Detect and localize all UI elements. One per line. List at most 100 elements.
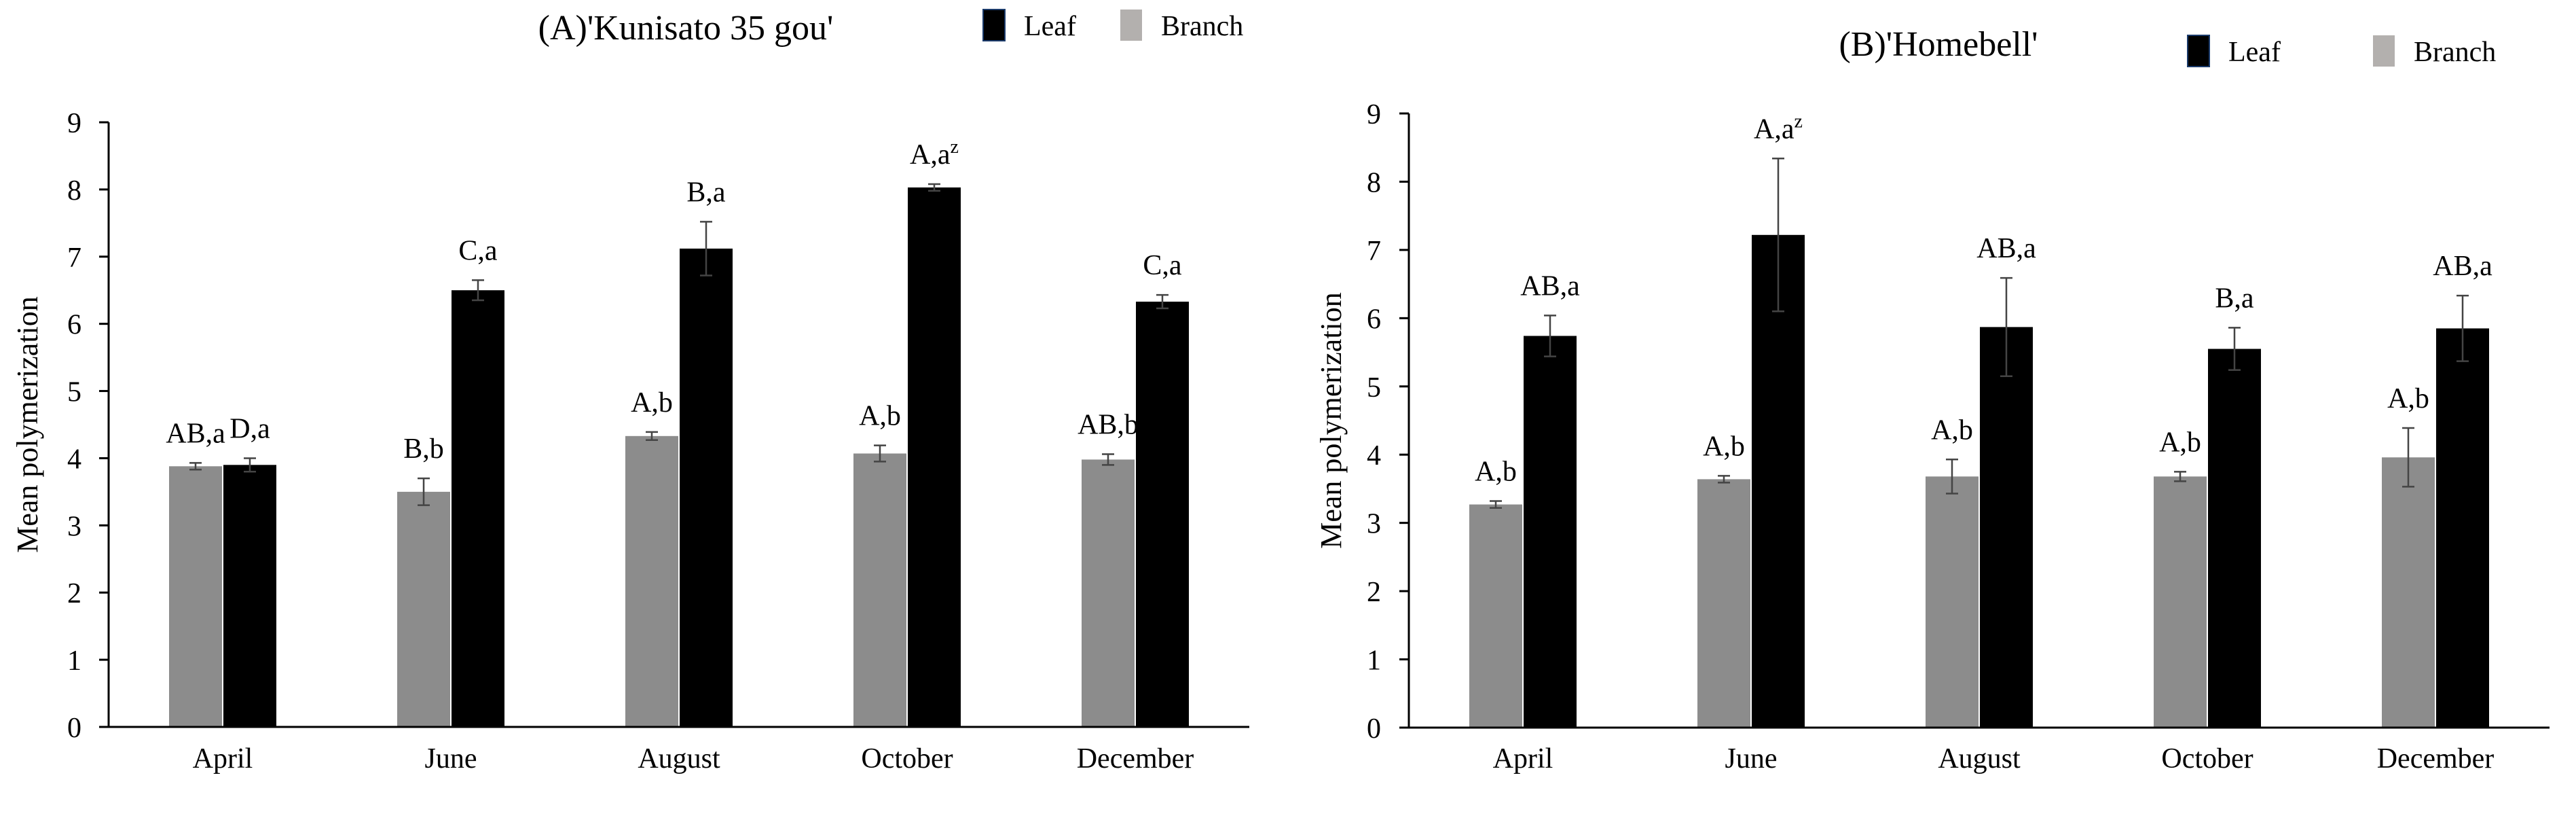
significance-label-text: B,a: [2215, 283, 2254, 314]
leaf-bar: [1980, 327, 2033, 728]
legend-swatch-branch: [1120, 10, 1142, 41]
significance-label-text: B,a: [686, 177, 726, 208]
y-tick-label: 1: [67, 645, 81, 677]
x-tick-label: October: [861, 743, 953, 774]
y-tick-label: 7: [1367, 236, 1381, 267]
legend-label-branch: Branch: [1161, 11, 1243, 42]
x-tick-label: December: [1077, 743, 1194, 774]
y-tick-label: 9: [1367, 99, 1381, 130]
significance-label: A,b: [859, 401, 901, 432]
significance-label-text: A,b: [2159, 427, 2201, 458]
branch-bar: [397, 491, 450, 727]
leaf-bar: [223, 465, 276, 727]
branch-bar: [853, 453, 906, 727]
y-tick-label: 3: [67, 511, 81, 542]
branch-bar: [1469, 504, 1522, 728]
chart-a: (A)'Kunisato 35 gou' 0 1 2 3 4 5 6 7 8 9 Mean polym…: [11, 9, 1249, 774]
chart-title: (B)'Homebell': [1839, 25, 2038, 64]
x-tick-label: June: [425, 743, 477, 774]
legend-swatch-leaf: [982, 9, 1006, 41]
x-tick-label: April: [1493, 743, 1553, 774]
leaf-bar: [2436, 328, 2489, 728]
significance-label: AB,a: [1520, 270, 1580, 302]
significance-label: B,a: [2215, 283, 2254, 314]
significance-label: AB,a: [166, 418, 225, 449]
x-tick-label: April: [193, 743, 253, 774]
significance-label: A,b: [1703, 431, 1745, 462]
significance-label: B,b: [403, 433, 444, 465]
y-tick-label: 2: [1367, 577, 1381, 608]
y-tick-label: 7: [67, 243, 81, 274]
x-tick-label: December: [2377, 743, 2495, 774]
y-tick-label: 6: [67, 310, 81, 341]
branch-bar: [169, 466, 222, 727]
y-tick-label: 3: [1367, 509, 1381, 540]
significance-label: A,b: [2159, 427, 2201, 458]
y-tick-label: 6: [1367, 304, 1381, 335]
branch-bar: [1082, 459, 1135, 727]
significance-label: AB,b: [1078, 410, 1139, 441]
significance-label-text: D,a: [229, 413, 270, 444]
branch-bar: [2382, 457, 2435, 728]
y-axis-label: Mean polymerization: [11, 296, 44, 553]
significance-label: A,b: [2387, 383, 2429, 414]
branch-bar: [1697, 479, 1750, 728]
significance-label-text: C,a: [1143, 250, 1182, 281]
significance-label-text: A,b: [1475, 457, 1517, 488]
significance-label-text: A,b: [1931, 414, 1973, 446]
chart-b: (B)'Homebell' 0 1 2 3 4 5 6 7 8 9 Mean polymerizati…: [1314, 25, 2550, 774]
significance-label: AB,a: [1976, 233, 2036, 264]
significance-label: D,a: [229, 413, 270, 444]
legend-label-leaf: Leaf: [2228, 37, 2281, 68]
significance-label-text: A,b: [1703, 431, 1745, 462]
significance-label-text: C,a: [458, 235, 498, 266]
significance-label: A,b: [1475, 457, 1517, 488]
significance-superscript: z: [951, 137, 959, 158]
y-tick-label: 9: [67, 108, 81, 139]
legend-label-leaf: Leaf: [1024, 11, 1076, 42]
significance-label-text: A,a: [910, 139, 951, 171]
significance-label-text: A,b: [2387, 383, 2429, 414]
significance-label: A,az: [910, 137, 959, 171]
significance-label-text: AB,b: [1078, 410, 1139, 441]
y-tick-label: 0: [67, 713, 81, 744]
y-axis-label: Mean polymerization: [1314, 292, 1348, 549]
leaf-bar: [1524, 336, 1577, 728]
x-tick-label: October: [2161, 743, 2253, 774]
significance-label-text: AB,a: [166, 418, 225, 449]
significance-label-text: AB,a: [1976, 233, 2036, 264]
y-tick-label: 5: [1367, 372, 1381, 404]
leaf-bar: [452, 290, 504, 727]
significance-label-text: A,b: [859, 401, 901, 432]
y-tick-label: 8: [67, 175, 81, 207]
y-tick-label: 2: [67, 578, 81, 609]
significance-label-text: AB,a: [2433, 251, 2492, 282]
x-tick-label: August: [1938, 743, 2021, 774]
leaf-bar: [680, 248, 733, 727]
significance-label: A,az: [1754, 111, 1803, 145]
y-tick-label: 4: [1367, 440, 1381, 471]
leaf-bar: [1752, 234, 1805, 728]
legend-swatch-branch: [2373, 35, 2395, 67]
significance-label: AB,a: [2433, 251, 2492, 282]
y-tick-label: 4: [67, 444, 81, 475]
legend-label-branch: Branch: [2414, 37, 2496, 68]
y-tick-label: 5: [67, 377, 81, 408]
significance-label-text: A,a: [1754, 113, 1795, 145]
leaf-bar: [1136, 302, 1189, 727]
y-tick-label: 1: [1367, 645, 1381, 677]
significance-label-text: A,b: [631, 387, 673, 418]
significance-label: A,b: [631, 387, 673, 418]
x-tick-label: August: [638, 743, 720, 774]
significance-label: C,a: [1143, 250, 1182, 281]
y-tick-label: 0: [1367, 713, 1381, 745]
branch-bar: [625, 435, 678, 727]
chart-title: (A)'Kunisato 35 gou': [538, 9, 834, 48]
branch-bar: [1926, 476, 1979, 728]
significance-label: C,a: [458, 235, 498, 266]
significance-label-text: B,b: [403, 433, 444, 465]
branch-bar: [2154, 476, 2207, 728]
significance-label: A,b: [1931, 414, 1973, 446]
significance-label-text: AB,a: [1520, 270, 1580, 302]
